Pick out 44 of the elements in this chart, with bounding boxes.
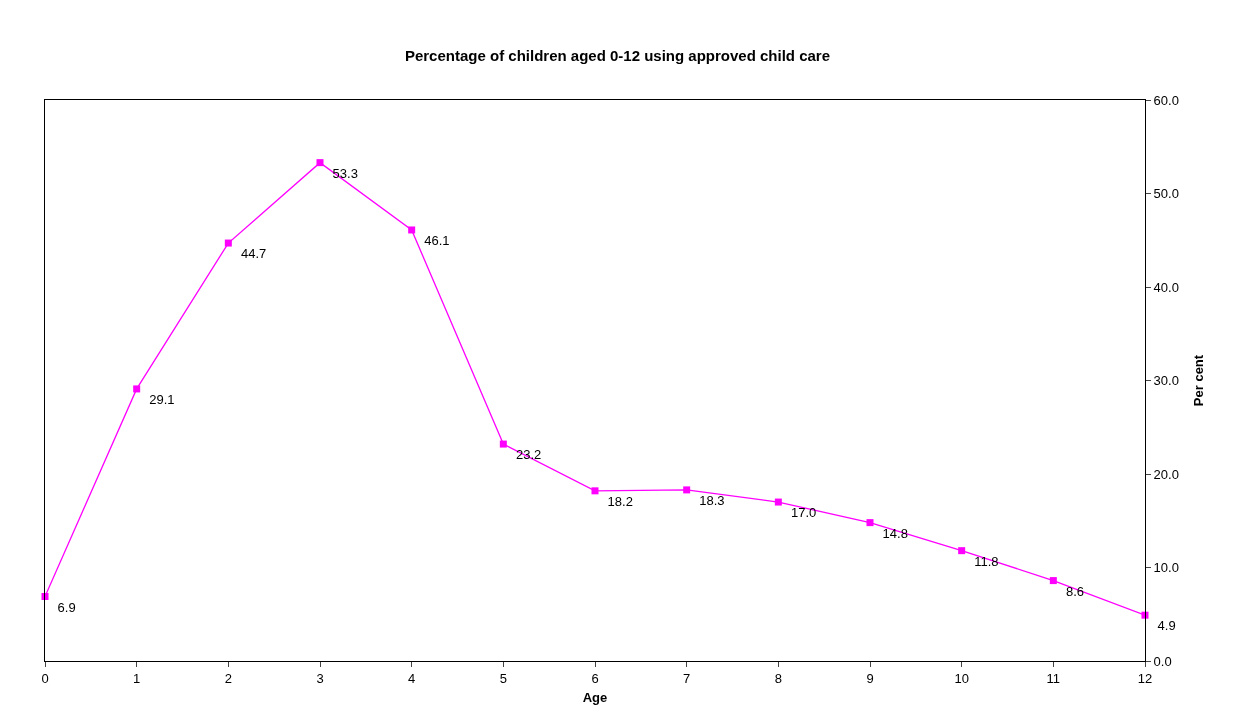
point	[499, 440, 507, 448]
x-tick-label: 6	[591, 670, 599, 686]
point	[133, 385, 141, 393]
x-tick-label: 4	[408, 670, 416, 686]
data-label: 29.1	[142, 392, 175, 408]
point	[866, 519, 874, 527]
point	[591, 487, 599, 495]
x-tick-label: 9	[866, 670, 874, 686]
data-label: 18.3	[692, 493, 725, 509]
x-tick-label: 1	[133, 670, 141, 686]
point	[224, 239, 232, 247]
y-axis-title: Per cent	[1190, 354, 1206, 407]
data-label: 44.7	[233, 246, 267, 262]
point	[683, 486, 691, 494]
x-tick-label: 12	[1137, 670, 1153, 686]
x-tick-label: 11	[1046, 670, 1061, 686]
y-tick-label: 30.0	[1153, 373, 1179, 389]
y-tick-label: 20.0	[1153, 466, 1179, 482]
point	[774, 498, 782, 506]
y-tick-label: 40.0	[1153, 279, 1179, 295]
x-tick-label: 7	[683, 670, 691, 686]
x-axis-title: Age	[582, 690, 608, 706]
y-tick-label: 50.0	[1153, 186, 1179, 202]
data-label: 46.1	[417, 233, 450, 249]
x-tick-label: 0	[41, 670, 49, 686]
x-tick-label: 10	[954, 670, 969, 686]
y-tick-label: 60.0	[1153, 92, 1179, 108]
point	[958, 547, 966, 555]
data-label: 53.3	[325, 165, 358, 181]
point	[408, 226, 416, 234]
data-label: 18.2	[600, 493, 633, 509]
y-tick-label: 0.0	[1153, 653, 1172, 669]
data-label: 4.9	[1150, 618, 1176, 634]
data-label: 17.0	[783, 505, 817, 521]
data-label: 14.8	[875, 525, 908, 541]
x-tick-label: 5	[499, 670, 507, 686]
point	[316, 159, 324, 167]
point	[1049, 577, 1057, 585]
data-label: 6.9	[50, 599, 76, 615]
y-tick-label: 10.0	[1153, 560, 1179, 576]
x-tick-label: 2	[224, 670, 232, 686]
x-tick-label: 8	[774, 670, 782, 686]
x-tick-label: 3	[316, 670, 324, 686]
chart-title: Percentage of children aged 0-12 using approved child care	[404, 46, 831, 64]
